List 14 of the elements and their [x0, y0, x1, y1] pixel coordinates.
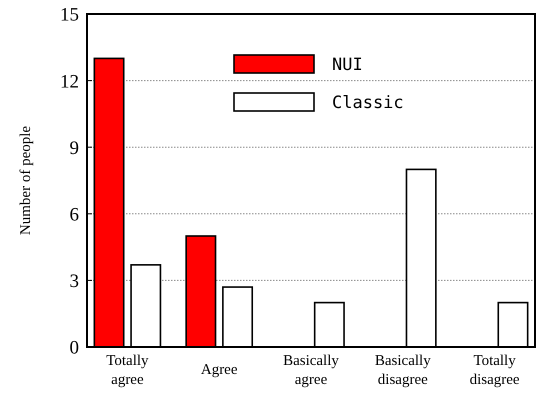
- x-tick-label: Agree: [200, 362, 238, 378]
- y-tick-label: 9: [70, 138, 79, 159]
- legend-label: Classic: [332, 92, 404, 113]
- x-tick-label: Basically agree: [283, 353, 340, 388]
- x-tick-label: Totally disagree: [470, 353, 520, 388]
- y-tick-label: 3: [70, 271, 79, 292]
- y-tick-label: 6: [70, 204, 79, 226]
- x-tick-label: Totally agree: [106, 353, 150, 388]
- y-tick-label: 12: [60, 71, 79, 92]
- x-tick-label: Basically disagree: [374, 353, 432, 388]
- y-axis-title: Number of people: [18, 126, 34, 236]
- y-tick-label: 0: [70, 338, 79, 359]
- legend-label: NUI: [332, 54, 363, 75]
- y-tick-label: 15: [60, 4, 79, 26]
